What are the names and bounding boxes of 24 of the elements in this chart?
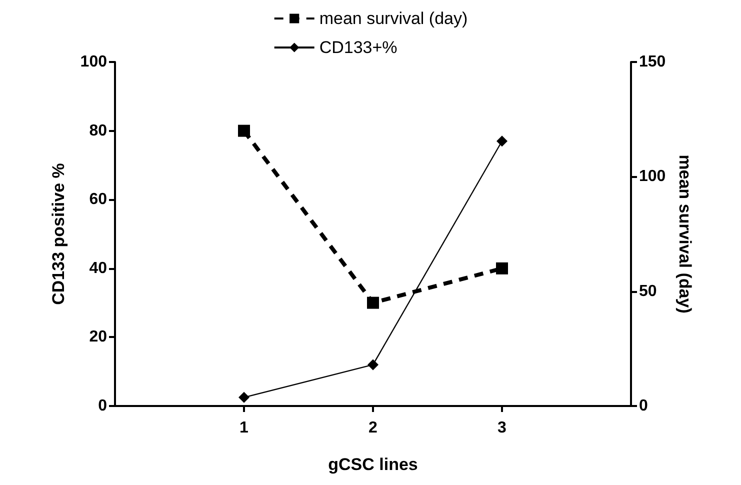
y-tick-label: 0 <box>98 398 108 414</box>
y2-tick-label: 50 <box>639 282 657 300</box>
point <box>496 136 508 147</box>
x-tick-label: 1 <box>240 420 249 436</box>
point <box>496 262 508 274</box>
y-tick-label: 100 <box>80 54 108 70</box>
x-tick-label: 2 <box>368 420 378 436</box>
y-tick-label: 80 <box>89 122 108 140</box>
y2-axis-title: mean survival (day) <box>676 154 695 314</box>
y-tick-label: 20 <box>89 328 108 346</box>
x-axis-title: gCSC lines <box>328 455 418 474</box>
point <box>238 124 250 137</box>
legend-label: CD133+% <box>319 38 398 57</box>
x-tick-label: 3 <box>498 420 507 436</box>
point <box>368 359 378 370</box>
y2-tick-label: 0 <box>639 398 648 414</box>
y-tick-label: 60 <box>89 191 108 208</box>
y2-tick-label: 100 <box>639 168 666 186</box>
y2-tick-label: 150 <box>639 54 666 70</box>
y-tick-label: 40 <box>89 260 108 277</box>
point <box>238 392 250 403</box>
y-axis-title: CD133 positive % <box>49 163 68 305</box>
legend-label: mean survival (day) <box>319 9 468 28</box>
point <box>367 296 379 309</box>
